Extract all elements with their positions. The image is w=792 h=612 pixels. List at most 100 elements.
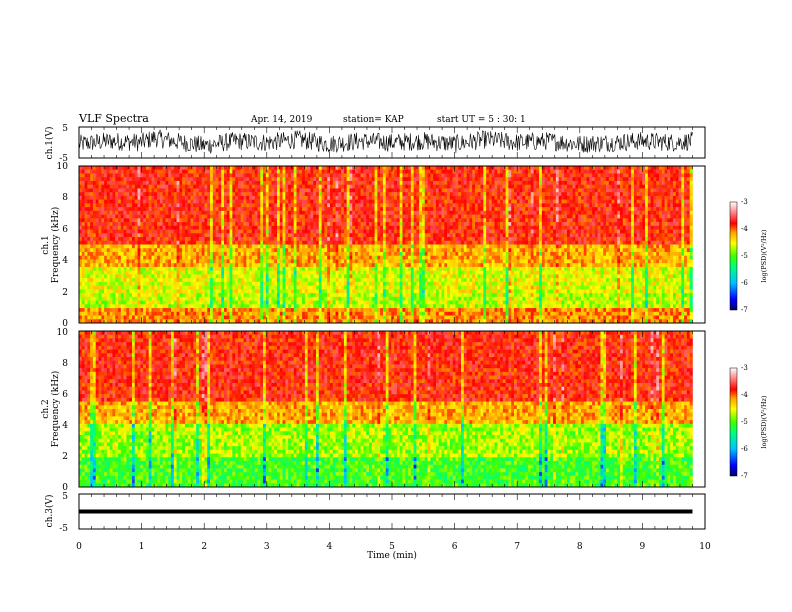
- spectrogram-cell: [123, 248, 127, 253]
- spectrogram-cell: [360, 233, 364, 238]
- spectrogram-cell: [151, 255, 155, 260]
- spectrogram-cell: [123, 304, 127, 309]
- spectrogram-cell: [388, 308, 392, 313]
- spectrogram-cell: [120, 214, 124, 219]
- spectrogram-cell: [173, 278, 177, 283]
- spectrogram-cell: [143, 308, 147, 313]
- spectrogram-cell: [81, 274, 85, 279]
- spectrogram-cell: [271, 188, 275, 193]
- spectrogram-cell: [210, 304, 214, 309]
- spectrogram-cell: [363, 248, 367, 253]
- spectrogram-cell: [198, 278, 202, 283]
- spectrogram-cell: [179, 237, 183, 242]
- spectrogram-cell: [251, 315, 255, 320]
- spectrogram-cell: [260, 296, 264, 301]
- spectrogram-cell: [391, 311, 395, 316]
- spectrogram-cell: [193, 169, 197, 174]
- spectrogram-cell: [363, 180, 367, 185]
- spectrogram-cell: [98, 296, 102, 301]
- spectrogram-cell: [357, 218, 361, 223]
- spectrogram-cell: [81, 169, 85, 174]
- spectrogram-cell: [399, 315, 403, 320]
- spectrogram-cell: [293, 166, 297, 171]
- spectrogram-cell: [224, 319, 228, 324]
- spectrogram-cell: [324, 244, 328, 249]
- spectrogram-cell: [274, 263, 278, 268]
- spectrogram-cell: [224, 166, 228, 171]
- spectrogram-cell: [321, 263, 325, 268]
- spectrogram-cell: [316, 218, 320, 223]
- spectrogram-cell: [207, 184, 211, 189]
- spectrogram-cell: [237, 166, 242, 171]
- spectrogram-cell: [304, 251, 308, 257]
- spectrogram-cell: [399, 270, 403, 275]
- spectrogram-cell: [87, 166, 91, 171]
- spectrogram-cell: [268, 237, 272, 242]
- spectrogram-cell: [268, 296, 272, 301]
- spectrogram-cell: [380, 315, 384, 320]
- spectrogram-cell: [349, 304, 353, 309]
- spectrogram-cell: [394, 319, 398, 324]
- spectrogram-cell: [385, 255, 389, 260]
- spectrogram-cell: [229, 251, 233, 257]
- spectrogram-cell: [263, 188, 267, 193]
- spectrogram-cell: [98, 255, 102, 260]
- spectrogram-cell: [145, 169, 150, 174]
- spectrogram-cell: [226, 225, 230, 230]
- spectrogram-cell: [369, 240, 373, 245]
- spectrogram-cell: [171, 166, 175, 171]
- spectrogram-cell: [374, 225, 378, 230]
- spectrogram-cell: [207, 225, 211, 230]
- spectrogram-cell: [182, 225, 186, 230]
- spectrogram-cell: [184, 237, 189, 242]
- spectrogram-cell: [137, 289, 141, 294]
- spectrogram-cell: [184, 248, 189, 253]
- spectrogram-cell: [190, 225, 194, 230]
- spectrogram-cell: [95, 195, 99, 200]
- spectrogram-cell: [151, 293, 155, 298]
- spectrogram-cell: [190, 304, 194, 309]
- spectrogram-cell: [394, 296, 398, 301]
- spectrogram-cell: [207, 270, 211, 275]
- spectrogram-cell: [140, 293, 144, 298]
- spectrogram-cell: [369, 308, 373, 313]
- spectrogram-cell: [240, 177, 244, 182]
- spectrogram-cell: [137, 229, 141, 234]
- spectrogram-cell: [355, 203, 359, 208]
- spectrogram-cell: [187, 244, 191, 249]
- spectrogram-cell: [246, 173, 250, 178]
- spectrogram-cell: [207, 285, 211, 290]
- spectrogram-cell: [182, 199, 186, 204]
- spectrogram-cell: [129, 173, 133, 178]
- spectrogram-cell: [316, 251, 320, 257]
- spectrogram-cell: [279, 266, 283, 271]
- spectrogram-cell: [338, 207, 342, 212]
- spectrogram-cell: [310, 281, 314, 286]
- spectrogram-cell: [193, 296, 197, 301]
- spectrogram-cell: [101, 214, 105, 219]
- spectrogram-cell: [129, 195, 133, 200]
- spectrogram-cell: [221, 308, 225, 313]
- spectrogram-cell: [176, 289, 180, 294]
- spectrogram-cell: [329, 296, 334, 301]
- spectrogram-cell: [285, 293, 289, 298]
- spectrogram-cell: [290, 304, 295, 309]
- spectrogram-cell: [201, 296, 205, 301]
- spectrogram-cell: [95, 289, 99, 294]
- spectrogram-cell: [109, 199, 113, 204]
- spectrogram-cell: [162, 274, 166, 279]
- spectrogram-cell: [106, 199, 110, 204]
- spectrogram-cell: [187, 293, 191, 298]
- spectrogram-cell: [271, 285, 275, 290]
- spectrogram-cell: [265, 248, 269, 253]
- spectrogram-cell: [310, 188, 314, 193]
- spectrogram-cell: [237, 263, 242, 268]
- spectrogram-cell: [346, 222, 350, 227]
- spectrogram-cell: [98, 166, 102, 171]
- spectrogram-cell: [391, 308, 395, 313]
- spectrogram-cell: [391, 319, 395, 324]
- spectrogram-cell: [363, 169, 367, 174]
- spectrogram-cell: [120, 192, 124, 197]
- spectrogram-cell: [310, 319, 314, 324]
- spectrogram-cell: [196, 207, 200, 212]
